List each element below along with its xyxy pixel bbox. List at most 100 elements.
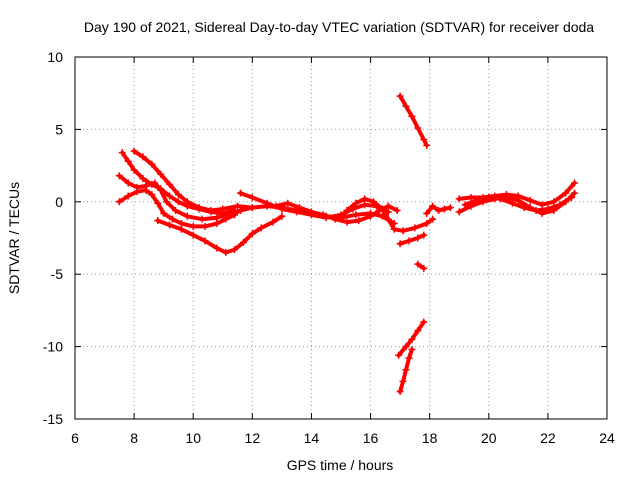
data-point bbox=[139, 153, 147, 161]
data-point bbox=[455, 208, 463, 216]
data-point bbox=[361, 195, 369, 203]
series-sat-j bbox=[396, 231, 428, 248]
data-point bbox=[239, 238, 247, 246]
data-point bbox=[207, 206, 215, 214]
data-point bbox=[399, 227, 407, 235]
chart-title: Day 190 of 2021, Sidereal Day-to-day VTE… bbox=[84, 19, 594, 35]
data-point bbox=[414, 327, 422, 335]
x-axis-label: GPS time / hours bbox=[287, 457, 394, 473]
y-tick-label: 0 bbox=[55, 194, 63, 210]
series-line bbox=[463, 195, 574, 213]
y-tick-label: -15 bbox=[43, 411, 63, 427]
x-tick-label: 20 bbox=[481, 430, 497, 446]
data-point bbox=[414, 260, 422, 268]
data-point bbox=[370, 198, 378, 206]
data-point bbox=[423, 209, 431, 217]
data-point bbox=[115, 172, 123, 180]
data-point bbox=[562, 189, 570, 197]
data-point bbox=[405, 354, 413, 362]
data-point bbox=[225, 212, 233, 220]
y-tick-label: -5 bbox=[51, 266, 64, 282]
data-point bbox=[124, 192, 132, 200]
series-line bbox=[398, 233, 426, 246]
data-point bbox=[414, 124, 422, 132]
data-point bbox=[570, 189, 578, 197]
data-point bbox=[237, 189, 245, 197]
data-point bbox=[154, 199, 162, 207]
data-point bbox=[151, 179, 159, 187]
data-point bbox=[435, 206, 443, 214]
data-point bbox=[142, 182, 150, 190]
data-point bbox=[257, 224, 265, 232]
data-point bbox=[201, 237, 209, 245]
x-tick-label: 14 bbox=[304, 430, 320, 446]
data-point bbox=[402, 366, 410, 374]
data-point bbox=[166, 221, 174, 229]
data-point bbox=[390, 225, 398, 233]
data-point bbox=[352, 199, 360, 207]
y-tick-label: -10 bbox=[43, 339, 63, 355]
data-point bbox=[331, 215, 339, 223]
data-point bbox=[163, 198, 171, 206]
data-point bbox=[278, 212, 286, 220]
series-sat-c bbox=[115, 186, 239, 230]
data-point bbox=[420, 231, 428, 239]
data-point bbox=[420, 264, 428, 272]
data-point bbox=[446, 204, 454, 212]
data-point bbox=[319, 211, 327, 219]
data-point bbox=[171, 206, 179, 214]
plot-frame bbox=[74, 56, 608, 420]
data-point bbox=[396, 387, 404, 395]
data-point bbox=[396, 92, 404, 100]
series-sat-d bbox=[154, 212, 286, 256]
data-point bbox=[130, 147, 138, 155]
data-point bbox=[429, 215, 437, 223]
axes: 6 8 10 12 14 16 18 20 22 24 -15 -10 -5 0 5 10 bbox=[43, 49, 615, 446]
data-point bbox=[174, 198, 182, 206]
series-sat-g bbox=[237, 189, 392, 222]
data-point bbox=[396, 240, 404, 248]
data-point bbox=[461, 201, 469, 209]
data-point bbox=[213, 244, 221, 252]
series-sat-q bbox=[455, 179, 578, 209]
data-point bbox=[166, 192, 174, 200]
data-point bbox=[237, 206, 245, 214]
data-point bbox=[378, 205, 386, 213]
data-point bbox=[307, 208, 315, 216]
data-point bbox=[160, 209, 168, 217]
data-point bbox=[440, 205, 448, 213]
data-point bbox=[293, 208, 301, 216]
data-point bbox=[198, 215, 206, 223]
x-tick-label: 6 bbox=[71, 430, 79, 446]
x-tick-label: 16 bbox=[363, 430, 379, 446]
data-point bbox=[550, 198, 558, 206]
data-point bbox=[189, 222, 197, 230]
data-point bbox=[503, 191, 511, 199]
data-point bbox=[269, 218, 277, 226]
data-point bbox=[402, 343, 410, 351]
data-point bbox=[355, 217, 363, 225]
data-point bbox=[556, 201, 564, 209]
data-point bbox=[514, 192, 522, 200]
series-sat-l bbox=[396, 92, 431, 149]
data-point bbox=[174, 191, 182, 199]
data-point bbox=[177, 225, 185, 233]
data-point bbox=[296, 204, 304, 212]
series-sat-r bbox=[461, 193, 576, 214]
data-point bbox=[157, 170, 165, 178]
data-point bbox=[544, 205, 552, 213]
data-point bbox=[393, 206, 401, 214]
series-sat-k bbox=[414, 260, 428, 272]
data-point bbox=[115, 198, 123, 206]
data-point bbox=[133, 183, 141, 191]
y-tick-label: 5 bbox=[55, 121, 63, 137]
data-point bbox=[402, 102, 410, 110]
data-point bbox=[248, 204, 256, 212]
data-point bbox=[166, 180, 174, 188]
x-tick-label: 10 bbox=[185, 430, 201, 446]
data-point bbox=[423, 220, 431, 228]
data-point bbox=[423, 141, 431, 149]
data-point bbox=[568, 193, 576, 201]
data-point bbox=[520, 204, 528, 212]
